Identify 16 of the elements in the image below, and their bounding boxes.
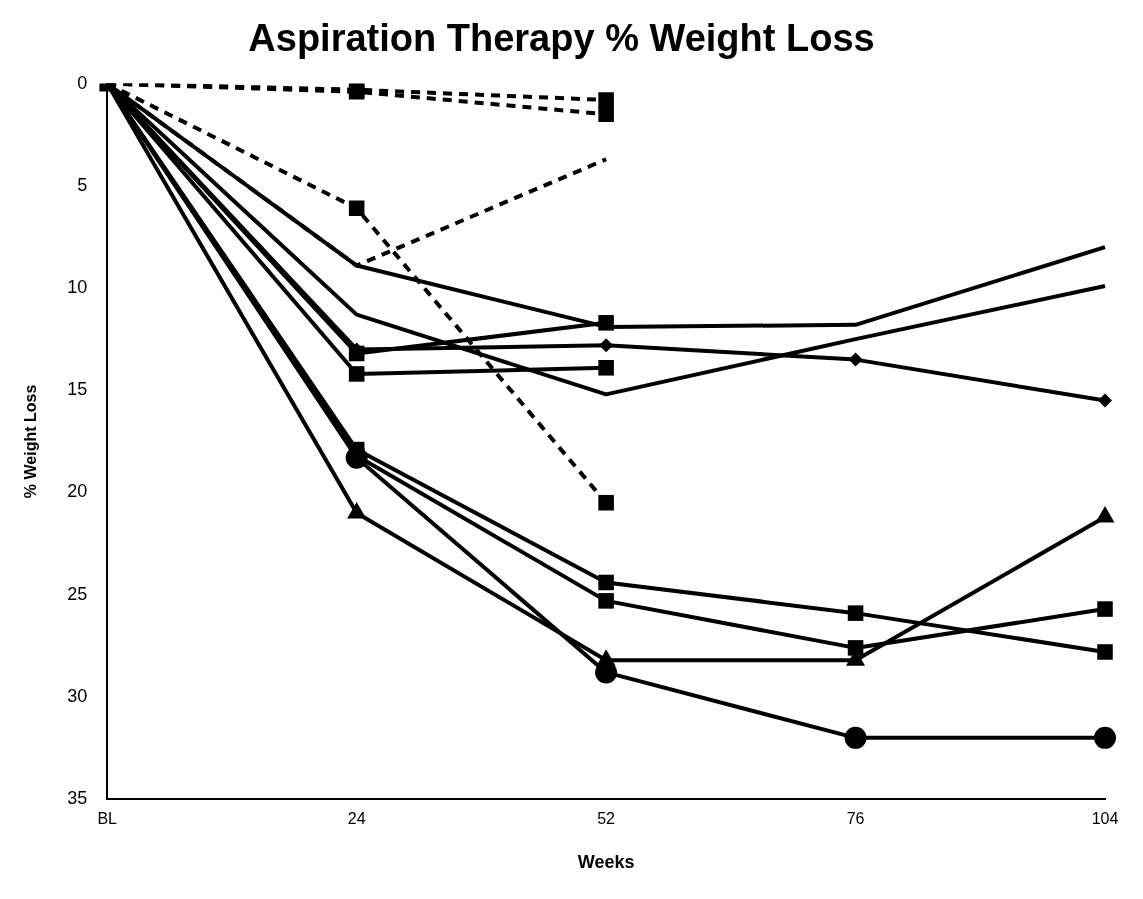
- y-tick-label: 5: [77, 174, 88, 195]
- x-tick-label: 52: [597, 810, 616, 828]
- x-tick-label: 76: [846, 810, 865, 828]
- y-tick-label: 10: [67, 277, 88, 298]
- y-tick-label: 20: [67, 481, 88, 502]
- y-tick-label: 30: [67, 685, 88, 706]
- x-tick-label: BL: [97, 810, 118, 828]
- y-tick-label: 15: [67, 379, 88, 400]
- y-tick-label: 35: [67, 788, 88, 809]
- x-tick-label: 24: [347, 810, 366, 828]
- y-tick-label: 25: [67, 583, 88, 604]
- chart-title: Aspiration Therapy % Weight Loss: [248, 17, 875, 60]
- x-tick-label: 104: [1091, 810, 1119, 828]
- x-axis-title: Weeks: [577, 852, 635, 873]
- y-tick-label: 0: [77, 72, 88, 93]
- y-axis-title: % Weight Loss: [22, 384, 40, 499]
